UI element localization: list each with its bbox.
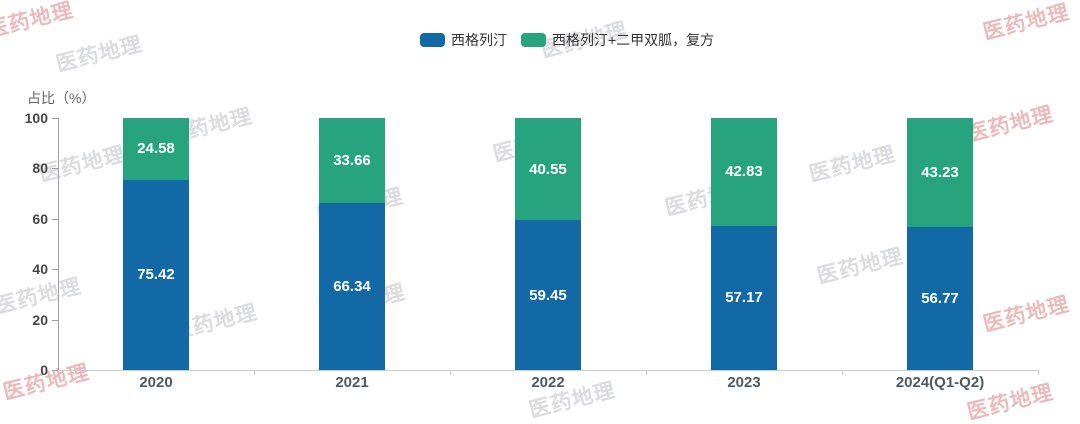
bar-segment-2022-series0: 59.45 [515, 220, 581, 370]
chart-legend: 西格列汀 西格列汀+二甲双胍，复方 [420, 32, 714, 48]
bar-segment-2024(Q1-Q2)-series0: 56.77 [907, 226, 973, 370]
bar-value-label: 66.34 [333, 277, 371, 295]
bar-segment-2021-series0: 66.34 [319, 202, 385, 370]
bar-value-label: 40.55 [529, 160, 567, 178]
x-tick [254, 370, 255, 375]
y-tick-label: 100 [24, 110, 48, 126]
y-tick [52, 269, 58, 271]
bar-value-label: 43.23 [921, 163, 959, 181]
bar-segment-2022-series1: 40.55 [515, 118, 581, 221]
legend-swatch-green [521, 33, 546, 47]
y-axis-line [58, 118, 59, 371]
legend-swatch-blue [420, 33, 445, 47]
y-tick [52, 168, 58, 170]
y-tick-label: 60 [32, 210, 48, 227]
x-tick [1038, 370, 1039, 375]
x-axis-label-2022: 2022 [531, 374, 565, 391]
x-axis-label-2020: 2020 [139, 374, 173, 391]
bar-value-label: 57.17 [725, 289, 763, 307]
bar-value-label: 24.58 [137, 140, 175, 158]
y-tick [52, 370, 58, 371]
bar-segment-2024(Q1-Q2)-series1: 43.23 [907, 118, 973, 227]
legend-label: 西格列汀 [451, 32, 507, 48]
bar-segment-2023-series0: 57.17 [711, 225, 777, 370]
watermark: 医药地理 [980, 0, 1072, 45]
watermark: 医药地理 [0, 0, 76, 43]
bar-value-label: 59.45 [529, 286, 567, 304]
bar-segment-2021-series1: 33.66 [319, 118, 385, 203]
bar-value-label: 56.77 [921, 289, 959, 307]
x-axis-label-2021: 2021 [335, 374, 369, 391]
y-tick [52, 118, 58, 119]
y-tick-label: 40 [32, 261, 48, 278]
x-tick [450, 370, 451, 375]
x-tick [646, 370, 647, 375]
y-tick-label: 20 [32, 311, 48, 328]
x-axis-line [58, 370, 1039, 371]
bar-segment-2020-series1: 24.58 [123, 118, 189, 180]
y-axis-title: 占比（%） [27, 90, 96, 106]
watermark: 医药地理 [36, 142, 128, 187]
legend-item-sitagliptin-metformin[interactable]: 西格列汀+二甲双胍，复方 [521, 32, 714, 48]
bar-value-label: 75.42 [137, 266, 175, 284]
watermark: 医药地理 [806, 142, 898, 187]
legend-item-sitagliptin[interactable]: 西格列汀 [420, 32, 507, 48]
watermark: 医药地理 [814, 244, 906, 289]
legend-label: 西格列汀+二甲双胍，复方 [552, 32, 715, 48]
y-tick-label: 0 [40, 362, 48, 378]
watermark: 医药地理 [53, 32, 145, 77]
bar-value-label: 33.66 [333, 151, 371, 169]
y-tick-label: 80 [32, 160, 48, 177]
y-tick [52, 218, 58, 220]
y-tick [52, 319, 58, 321]
x-axis-label-2023: 2023 [727, 374, 761, 391]
bar-segment-2023-series1: 42.83 [711, 118, 777, 226]
x-axis-label-2024(Q1-Q2): 2024(Q1-Q2) [895, 374, 985, 391]
watermark: 医药地理 [964, 102, 1056, 147]
bar-segment-2020-series0: 75.42 [123, 179, 189, 370]
x-tick [842, 370, 843, 375]
watermark: 医药地理 [980, 292, 1072, 337]
bar-value-label: 42.83 [725, 163, 763, 181]
